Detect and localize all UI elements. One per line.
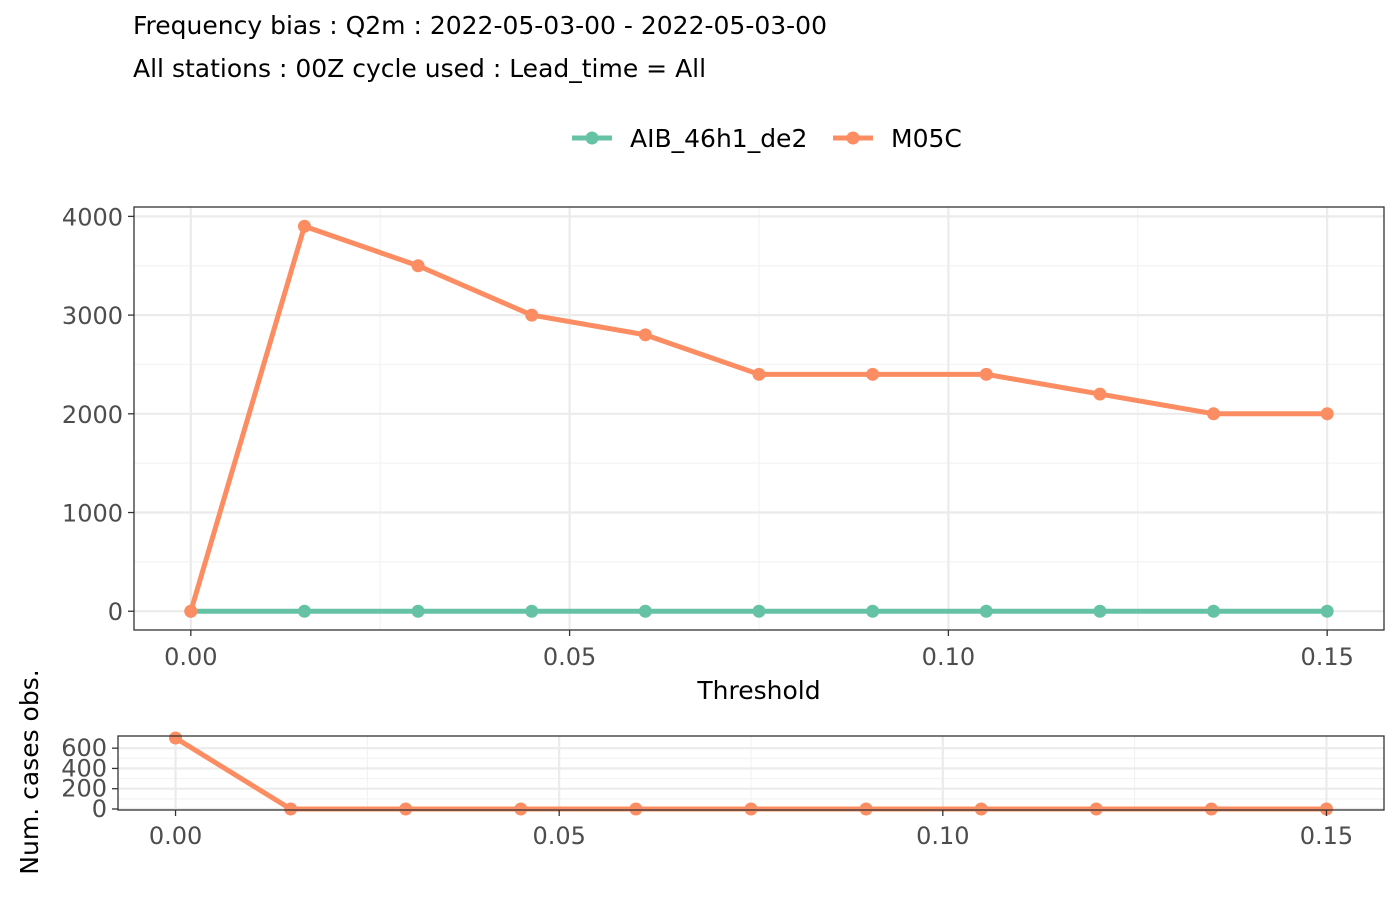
data-point-m05c [979,367,993,381]
x-axis-title: Threshold [696,676,820,705]
data-point-aib_46h1_de2 [1207,604,1221,618]
x-tick-label: 0.00 [149,822,202,850]
y-tick-label: 600 [61,734,107,762]
data-point-aib_46h1_de2 [979,604,993,618]
x-tick-label: 0.05 [543,643,596,671]
data-point-m05c [629,802,643,816]
x-tick-label: 0.10 [916,822,969,850]
data-point-m05c [297,219,311,233]
data-point-m05c [866,367,880,381]
data-point-m05c [514,802,528,816]
chart-title: Frequency bias : Q2m : 2022-05-03-00 - 2… [133,11,827,40]
data-point-m05c [974,802,988,816]
data-point-aib_46h1_de2 [525,604,539,618]
x-tick-label: 0.10 [922,643,975,671]
y-tick-label: 4000 [62,203,123,231]
data-point-m05c [638,328,652,342]
y-tick-label: 3000 [62,302,123,330]
panel-border [133,206,1385,631]
data-point-m05c [752,367,766,381]
x-tick-label: 0.15 [1300,822,1353,850]
x-tick-label: 0.15 [1300,643,1353,671]
y-tick-label: 1000 [62,500,123,528]
main-plot-panel: 0 1000 2000 3000 4000 0.00 0.05 0.10 0.15 [62,203,1385,671]
data-point-m05c [399,802,413,816]
legend: AIB_46h1_de2 M05C [572,124,962,153]
data-point-aib_46h1_de2 [866,604,880,618]
y-tick-label: 0 [92,795,107,823]
data-point-aib_46h1_de2 [297,604,311,618]
y-tick-label: 2000 [62,401,123,429]
x-tick-label: 0.00 [164,643,217,671]
legend-label-m05c: M05C [891,124,962,153]
data-point-m05c [184,604,198,618]
data-point-m05c [1320,407,1334,421]
legend-key-point-aib [585,131,599,145]
data-point-aib_46h1_de2 [638,604,652,618]
data-point-aib_46h1_de2 [1320,604,1334,618]
data-point-m05c [169,731,183,745]
data-point-m05c [411,259,425,273]
data-point-m05c [284,802,298,816]
y-tick-label: 200 [61,775,107,803]
data-point-aib_46h1_de2 [411,604,425,618]
x-tick-label: 0.05 [532,822,585,850]
data-point-aib_46h1_de2 [752,604,766,618]
data-point-aib_46h1_de2 [1093,604,1107,618]
data-point-m05c [1089,802,1103,816]
data-point-m05c [1319,802,1333,816]
chart-subtitle: All stations : 00Z cycle used : Lead_tim… [133,54,706,83]
data-point-m05c [744,802,758,816]
legend-label-aib: AIB_46h1_de2 [630,124,807,153]
data-point-m05c [1207,407,1221,421]
y-tick-label: 0 [108,598,123,626]
panel-border [117,735,1385,811]
legend-key-point-m05c [846,131,860,145]
y-axis-title-cases: Num. cases obs. [15,669,44,874]
y-tick-label: 400 [61,754,107,782]
data-point-m05c [1093,387,1107,401]
data-point-m05c [1204,802,1218,816]
data-point-m05c [859,802,873,816]
data-point-m05c [525,308,539,322]
